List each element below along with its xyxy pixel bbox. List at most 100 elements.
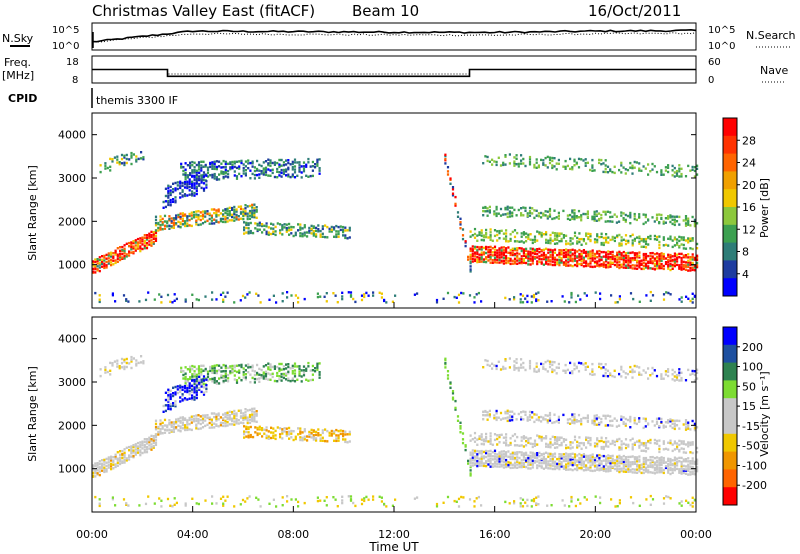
velocity-cell bbox=[309, 369, 312, 372]
power-cell bbox=[482, 234, 485, 237]
velocity-cell bbox=[446, 370, 450, 373]
power-cell bbox=[660, 173, 663, 176]
power-cell bbox=[633, 254, 636, 257]
power-cell bbox=[184, 168, 187, 171]
power-cell bbox=[253, 214, 256, 217]
velocity-cell bbox=[531, 466, 534, 469]
power-cell bbox=[680, 268, 683, 271]
velocity-cell bbox=[152, 441, 155, 444]
velocity-cell bbox=[596, 456, 599, 459]
power-cell bbox=[103, 259, 106, 262]
velocity-cell bbox=[631, 461, 634, 464]
power-cell bbox=[496, 251, 499, 255]
velocity-cell bbox=[372, 498, 375, 501]
velocity-cell bbox=[693, 373, 696, 377]
velocity-cell bbox=[660, 417, 663, 421]
power-cell bbox=[585, 262, 588, 265]
power-cell bbox=[247, 230, 250, 233]
velocity-cell bbox=[482, 462, 485, 465]
velocity-colorbar-swatch bbox=[723, 416, 737, 435]
velocity-cell bbox=[562, 458, 565, 462]
velocity-cell bbox=[505, 444, 508, 447]
velocity-cell bbox=[647, 439, 650, 443]
velocity-cell bbox=[181, 427, 184, 430]
power-cell bbox=[624, 213, 627, 217]
velocity-cell bbox=[485, 435, 488, 439]
power-cell bbox=[544, 164, 547, 167]
velocity-cell bbox=[531, 462, 534, 465]
velocity-cell bbox=[348, 440, 351, 443]
power-cell bbox=[675, 220, 679, 223]
velocity-cell bbox=[562, 453, 565, 456]
velocity-cell bbox=[536, 464, 539, 467]
power-cell bbox=[640, 169, 643, 172]
power-cell bbox=[136, 242, 140, 246]
velocity-cell bbox=[242, 414, 245, 418]
velocity-cell bbox=[347, 495, 350, 498]
power-cell bbox=[578, 258, 581, 262]
power-cell bbox=[258, 224, 261, 227]
velocity-cell bbox=[616, 465, 619, 468]
power-cell bbox=[508, 153, 511, 156]
power-cell bbox=[505, 238, 508, 241]
velocity-cell bbox=[183, 384, 187, 388]
power-cell bbox=[524, 209, 527, 212]
power-cell bbox=[642, 267, 645, 271]
velocity-cell bbox=[132, 449, 135, 452]
power-cell bbox=[622, 218, 625, 221]
velocity-cell bbox=[673, 427, 676, 431]
power-cell bbox=[536, 260, 539, 263]
velocity-cell bbox=[651, 464, 654, 467]
power-cell bbox=[233, 213, 236, 216]
power-cell bbox=[664, 221, 667, 224]
power-cell bbox=[296, 174, 299, 177]
velocity-cell bbox=[103, 470, 106, 474]
velocity-cell bbox=[253, 410, 256, 414]
velocity-cell bbox=[228, 410, 231, 413]
power-cell bbox=[318, 158, 321, 161]
power-cell bbox=[680, 167, 683, 170]
power-cell bbox=[610, 294, 613, 297]
velocity-cell bbox=[480, 435, 483, 439]
velocity-cell bbox=[181, 421, 184, 424]
power-cell bbox=[186, 176, 189, 179]
velocity-cell bbox=[553, 438, 557, 441]
power-cell bbox=[613, 165, 616, 168]
power-cell bbox=[540, 253, 543, 257]
power-cell bbox=[605, 260, 608, 263]
velocity-cell bbox=[264, 370, 268, 373]
power-cell bbox=[565, 248, 568, 251]
velocity-cell bbox=[535, 502, 538, 505]
power-cell bbox=[260, 164, 263, 168]
velocity-cell bbox=[487, 458, 490, 461]
power-cell bbox=[589, 235, 592, 238]
velocity-cell bbox=[593, 421, 596, 425]
velocity-cell bbox=[169, 393, 172, 396]
power-cell bbox=[616, 253, 619, 257]
velocity-cell bbox=[529, 442, 532, 445]
velocity-cell bbox=[150, 445, 153, 449]
power-cell bbox=[585, 294, 588, 297]
power-cell bbox=[577, 216, 581, 219]
power-cell bbox=[644, 237, 648, 241]
velocity-cell bbox=[305, 367, 308, 370]
velocity-cell bbox=[274, 434, 277, 437]
freq-tick-bottom: 8 bbox=[72, 75, 78, 86]
power-cell bbox=[349, 295, 353, 298]
velocity-cell bbox=[112, 463, 115, 466]
velocity-cell bbox=[200, 364, 203, 367]
velocity-cell bbox=[669, 466, 672, 470]
power-cell bbox=[206, 169, 210, 172]
power-cell bbox=[570, 293, 573, 296]
power-cell bbox=[684, 265, 688, 268]
velocity-cell bbox=[533, 456, 537, 460]
power-cell bbox=[256, 228, 259, 231]
velocity-cell bbox=[219, 497, 223, 500]
power-cell bbox=[522, 233, 525, 236]
velocity-cell bbox=[542, 461, 545, 465]
velocity-cell bbox=[667, 370, 670, 373]
power-cell bbox=[280, 158, 283, 162]
power-cell bbox=[145, 238, 149, 241]
velocity-cell bbox=[613, 459, 616, 462]
power-cell bbox=[222, 214, 225, 217]
